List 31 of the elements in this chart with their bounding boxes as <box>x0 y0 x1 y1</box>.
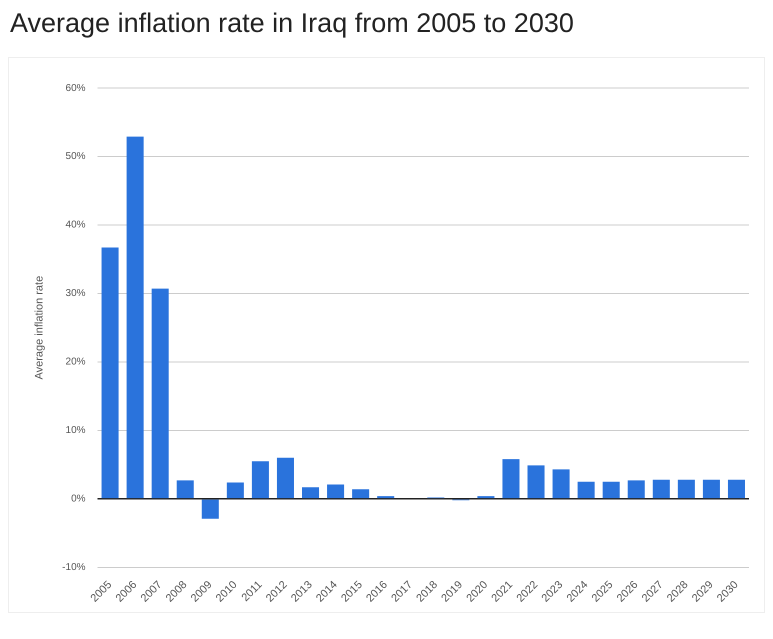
bar <box>602 482 620 498</box>
y-tick-label: 50% <box>66 151 86 162</box>
bar <box>252 461 269 498</box>
bar <box>502 459 520 498</box>
bar <box>702 480 720 498</box>
y-axis-title: Average inflation rate <box>34 276 46 380</box>
y-tick-label: 0% <box>71 494 86 505</box>
y-tick-label: -10% <box>62 562 86 574</box>
bar <box>152 288 169 498</box>
bar <box>102 248 119 498</box>
bar <box>528 465 545 498</box>
bar <box>126 136 144 498</box>
bar <box>352 489 370 498</box>
bar <box>176 480 194 498</box>
y-tick-label: 40% <box>66 220 86 231</box>
bar <box>276 458 294 498</box>
bar <box>728 480 745 498</box>
bar <box>302 487 320 498</box>
chart-title: Average inflation rate in Iraq from 2005 to 2030 <box>10 8 575 39</box>
bar <box>327 484 344 498</box>
y-tick-label: 60% <box>66 82 86 94</box>
bar <box>652 480 670 498</box>
bar <box>226 482 244 498</box>
y-tick-label: 20% <box>66 356 86 368</box>
bar <box>202 500 219 519</box>
bar <box>552 469 570 498</box>
y-tick-label: 30% <box>66 288 86 300</box>
bar <box>578 482 595 498</box>
y-tick-label: 10% <box>66 425 86 436</box>
bar <box>628 480 645 498</box>
bar <box>678 480 695 498</box>
